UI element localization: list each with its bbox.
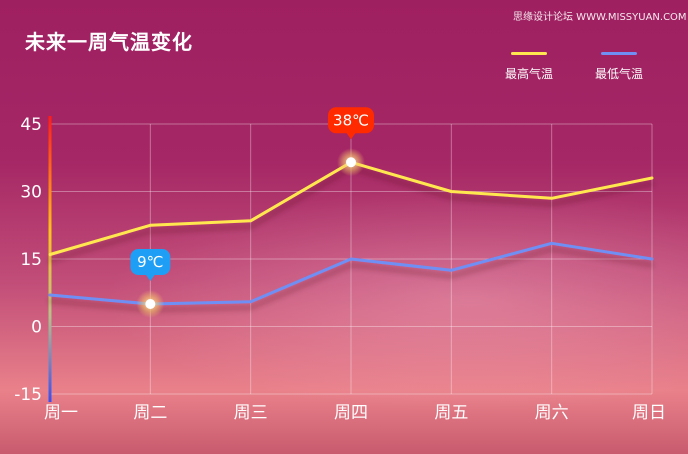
callout-pointer — [145, 274, 156, 281]
callout-label: 38℃ — [333, 111, 369, 129]
callout-bubble — [130, 249, 171, 275]
watermark-text: 思缘设计论坛 WWW.MISSYUAN.COM — [513, 12, 687, 23]
data-point-marker — [145, 299, 156, 309]
legend-swatch-low — [601, 52, 637, 55]
legend-item-high[interactable]: 最高气温 — [505, 52, 553, 82]
legend-swatch-high — [511, 52, 547, 55]
callout-label: 9℃ — [137, 253, 163, 271]
y-tick-label: 0 — [31, 318, 42, 338]
legend-label-high: 最高气温 — [505, 67, 554, 81]
x-tick-label: 周三 — [234, 403, 268, 423]
callout-bubble — [328, 107, 374, 134]
y-tick-label: 30 — [20, 183, 42, 203]
legend-item-low[interactable]: 最低气温 — [595, 52, 643, 82]
data-point-marker — [346, 157, 356, 168]
x-tick-label: 周一 — [44, 403, 78, 423]
legend-label-low: 最低气温 — [595, 67, 644, 81]
y-tick-label: 15 — [20, 250, 42, 270]
annotation-layer: 38℃ 9℃ — [130, 107, 374, 318]
y-tick-label: -15 — [14, 385, 42, 405]
x-tick-label: 周二 — [133, 403, 167, 423]
y-tick-label: 45 — [20, 115, 42, 135]
x-tick-label: 周日 — [632, 403, 666, 423]
y-axis-line — [48, 116, 52, 402]
x-tick-label: 周五 — [434, 403, 468, 423]
x-tick-label: 周四 — [334, 403, 368, 423]
chart-title: 未来一周气温变化 — [25, 30, 193, 54]
axis-layer — [48, 116, 52, 402]
x-tick-label: 周六 — [535, 403, 569, 423]
callout-pointer — [346, 132, 356, 140]
